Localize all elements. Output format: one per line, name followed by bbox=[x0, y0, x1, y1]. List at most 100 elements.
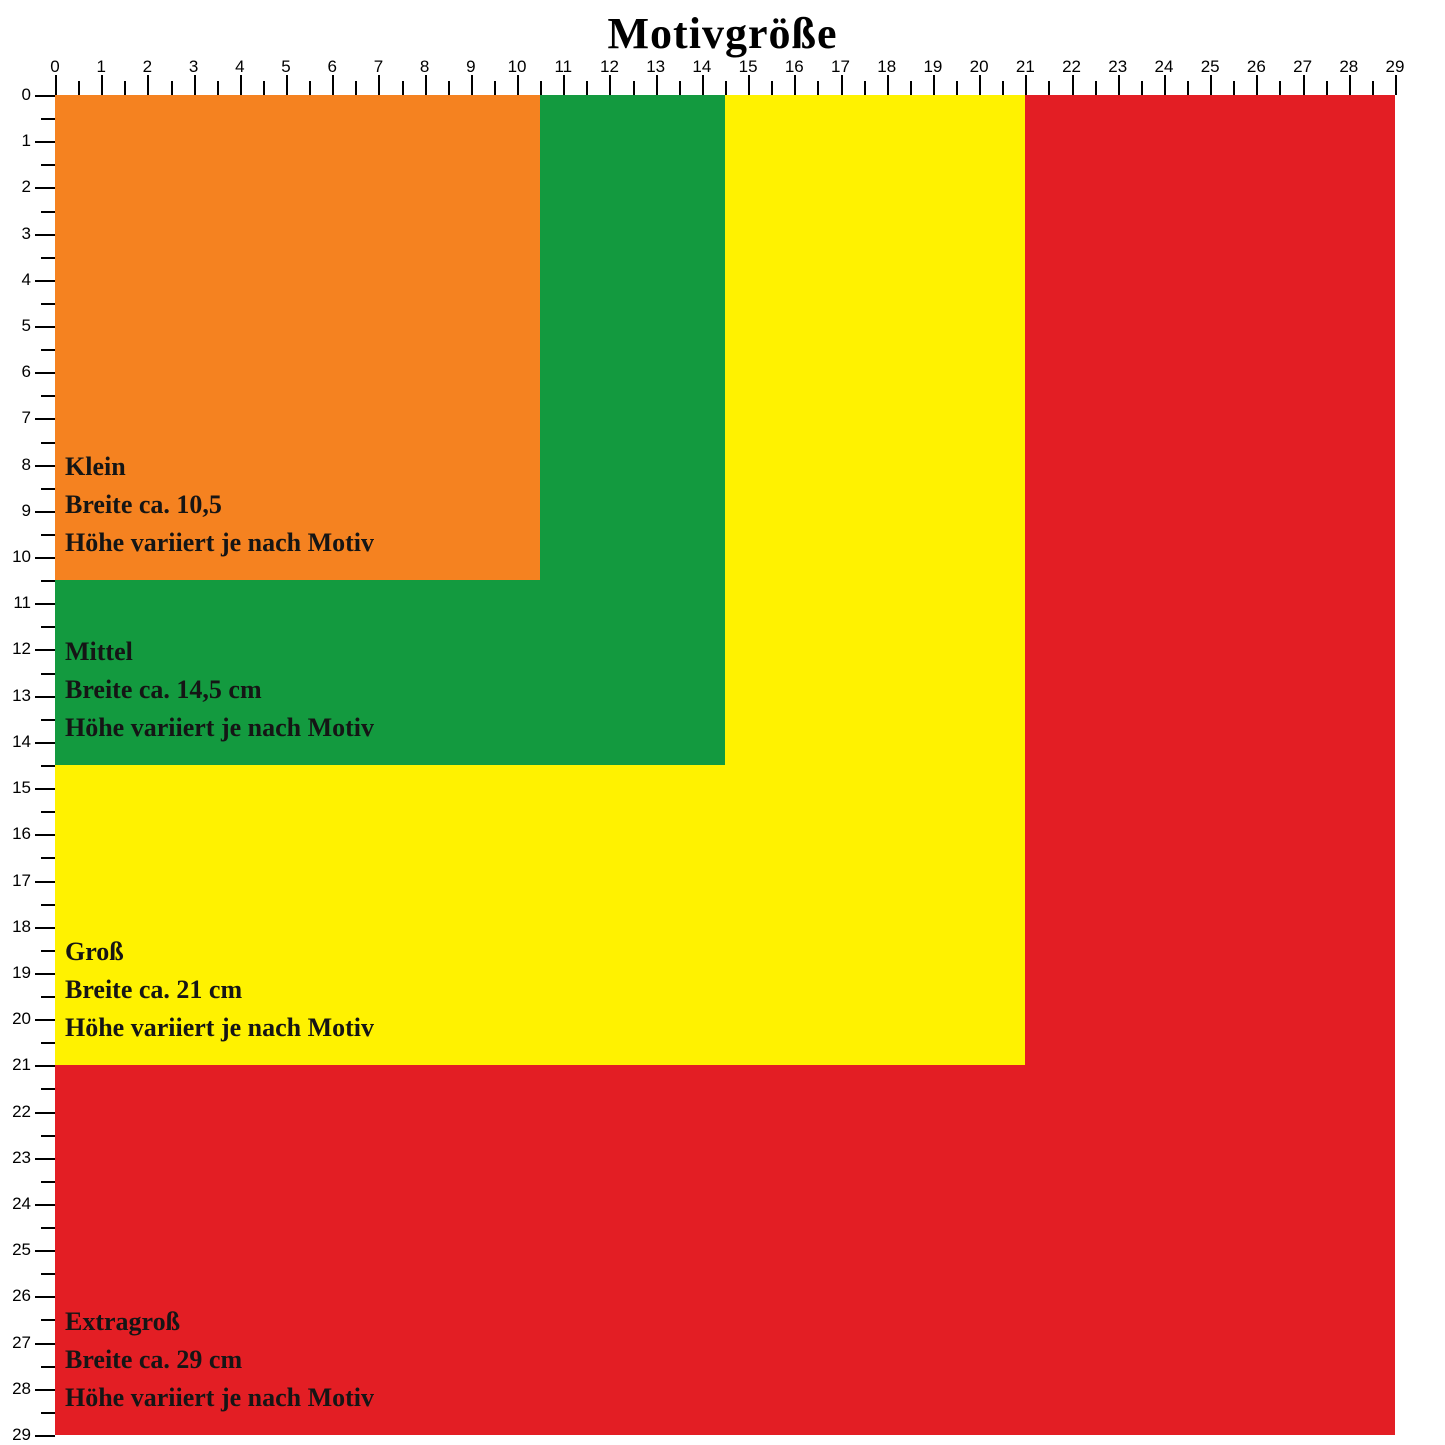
ruler-top-tick bbox=[101, 75, 103, 95]
ruler-left-tick bbox=[35, 649, 55, 651]
ruler-top-tick bbox=[1072, 75, 1074, 95]
ruler-left-tick bbox=[35, 603, 55, 605]
ruler-top-tick bbox=[1303, 75, 1305, 95]
ruler-left-tick bbox=[35, 234, 55, 236]
ruler-left-label: 8 bbox=[7, 455, 31, 475]
ruler-top-tick bbox=[1210, 75, 1212, 95]
ruler-left-label: 17 bbox=[7, 871, 31, 891]
ruler-top-label: 13 bbox=[646, 57, 665, 77]
ruler-left-tick bbox=[35, 1019, 55, 1021]
ruler-top-label: 2 bbox=[143, 57, 152, 77]
ruler-top-tick bbox=[1164, 75, 1166, 95]
ruler-top-label: 14 bbox=[692, 57, 711, 77]
ruler-left-minor bbox=[41, 1273, 55, 1275]
ruler-top-tick bbox=[517, 75, 519, 95]
ruler-top-label: 12 bbox=[600, 57, 619, 77]
ruler-top-tick bbox=[240, 75, 242, 95]
ruler-top-label: 8 bbox=[420, 57, 429, 77]
size-height-line: Höhe variiert je nach Motiv bbox=[65, 1013, 374, 1043]
ruler-left-label: 10 bbox=[7, 547, 31, 567]
size-label-extragross: ExtragroßBreite ca. 29 cmHöhe variiert j… bbox=[65, 1307, 374, 1421]
ruler-top-minor bbox=[124, 81, 126, 95]
ruler-top-label: 18 bbox=[877, 57, 896, 77]
ruler-left-label: 15 bbox=[7, 778, 31, 798]
size-width-line: Breite ca. 14,5 cm bbox=[65, 675, 374, 705]
ruler-top-minor bbox=[355, 81, 357, 95]
ruler-top-minor bbox=[1233, 81, 1235, 95]
ruler-left-minor bbox=[41, 488, 55, 490]
ruler-top-label: 17 bbox=[831, 57, 850, 77]
ruler-top-minor bbox=[1326, 81, 1328, 95]
ruler-left-label: 7 bbox=[7, 408, 31, 428]
ruler-top-minor bbox=[171, 81, 173, 95]
ruler-left-tick bbox=[35, 1112, 55, 1114]
ruler-top-label: 15 bbox=[739, 57, 758, 77]
ruler-top-minor bbox=[586, 81, 588, 95]
ruler-top-minor bbox=[1187, 81, 1189, 95]
ruler-top-label: 22 bbox=[1062, 57, 1081, 77]
ruler-top-label: 20 bbox=[970, 57, 989, 77]
ruler-top-minor bbox=[679, 81, 681, 95]
ruler-left-tick bbox=[35, 927, 55, 929]
ruler-left-label: 24 bbox=[7, 1194, 31, 1214]
ruler-top-tick bbox=[1349, 75, 1351, 95]
ruler-top-minor bbox=[725, 81, 727, 95]
ruler-left-minor bbox=[41, 1088, 55, 1090]
ruler-left-minor bbox=[41, 349, 55, 351]
ruler-top-tick bbox=[471, 75, 473, 95]
ruler-top-minor bbox=[78, 81, 80, 95]
ruler-top-tick bbox=[194, 75, 196, 95]
ruler-left-tick bbox=[35, 1204, 55, 1206]
ruler-top-minor bbox=[402, 81, 404, 95]
ruler-top-label: 28 bbox=[1339, 57, 1358, 77]
ruler-left-minor bbox=[41, 395, 55, 397]
ruler-top-tick bbox=[378, 75, 380, 95]
ruler-top-minor bbox=[1095, 81, 1097, 95]
ruler-left-label: 12 bbox=[7, 639, 31, 659]
ruler-left-tick bbox=[35, 973, 55, 975]
size-height-line: Höhe variiert je nach Motiv bbox=[65, 713, 374, 743]
ruler-left-minor bbox=[41, 857, 55, 859]
ruler-left-label: 28 bbox=[7, 1379, 31, 1399]
size-label-klein: KleinBreite ca. 10,5Höhe variiert je nac… bbox=[65, 452, 374, 566]
ruler-left-minor bbox=[41, 1227, 55, 1229]
ruler-top-label: 4 bbox=[235, 57, 244, 77]
ruler-top-label: 16 bbox=[785, 57, 804, 77]
ruler-top-label: 26 bbox=[1247, 57, 1266, 77]
ruler-left-label: 26 bbox=[7, 1286, 31, 1306]
ruler-left-tick bbox=[35, 187, 55, 189]
ruler-left-tick bbox=[35, 511, 55, 513]
ruler-left-tick bbox=[35, 372, 55, 374]
ruler-left-tick bbox=[35, 1435, 55, 1437]
ruler-top-tick bbox=[656, 75, 658, 95]
ruler-left-tick bbox=[35, 1389, 55, 1391]
ruler-left-label: 20 bbox=[7, 1009, 31, 1029]
ruler-top-minor bbox=[956, 81, 958, 95]
ruler-left-minor bbox=[41, 1042, 55, 1044]
ruler-left-minor bbox=[41, 580, 55, 582]
ruler-left-tick bbox=[35, 1065, 55, 1067]
ruler-top-label: 29 bbox=[1386, 57, 1405, 77]
ruler-top-minor bbox=[217, 81, 219, 95]
ruler-left-label: 14 bbox=[7, 732, 31, 752]
ruler-left-tick bbox=[35, 465, 55, 467]
ruler-top-tick bbox=[841, 75, 843, 95]
ruler-left-minor bbox=[41, 904, 55, 906]
ruler-top-tick bbox=[1395, 75, 1397, 95]
ruler-left-label: 27 bbox=[7, 1333, 31, 1353]
ruler-top-tick bbox=[286, 75, 288, 95]
ruler-left-label: 16 bbox=[7, 824, 31, 844]
ruler-top-tick bbox=[1256, 75, 1258, 95]
ruler-top-minor bbox=[864, 81, 866, 95]
ruler-top-label: 23 bbox=[1108, 57, 1127, 77]
ruler-left-tick bbox=[35, 95, 55, 97]
ruler-top-tick bbox=[887, 75, 889, 95]
ruler-top-tick bbox=[332, 75, 334, 95]
ruler-left-label: 19 bbox=[7, 963, 31, 983]
ruler-left-tick bbox=[35, 881, 55, 883]
ruler-left-label: 11 bbox=[7, 593, 31, 613]
ruler-top-label: 10 bbox=[508, 57, 527, 77]
ruler-top-minor bbox=[633, 81, 635, 95]
ruler-top-minor bbox=[1372, 81, 1374, 95]
ruler-left-minor bbox=[41, 765, 55, 767]
